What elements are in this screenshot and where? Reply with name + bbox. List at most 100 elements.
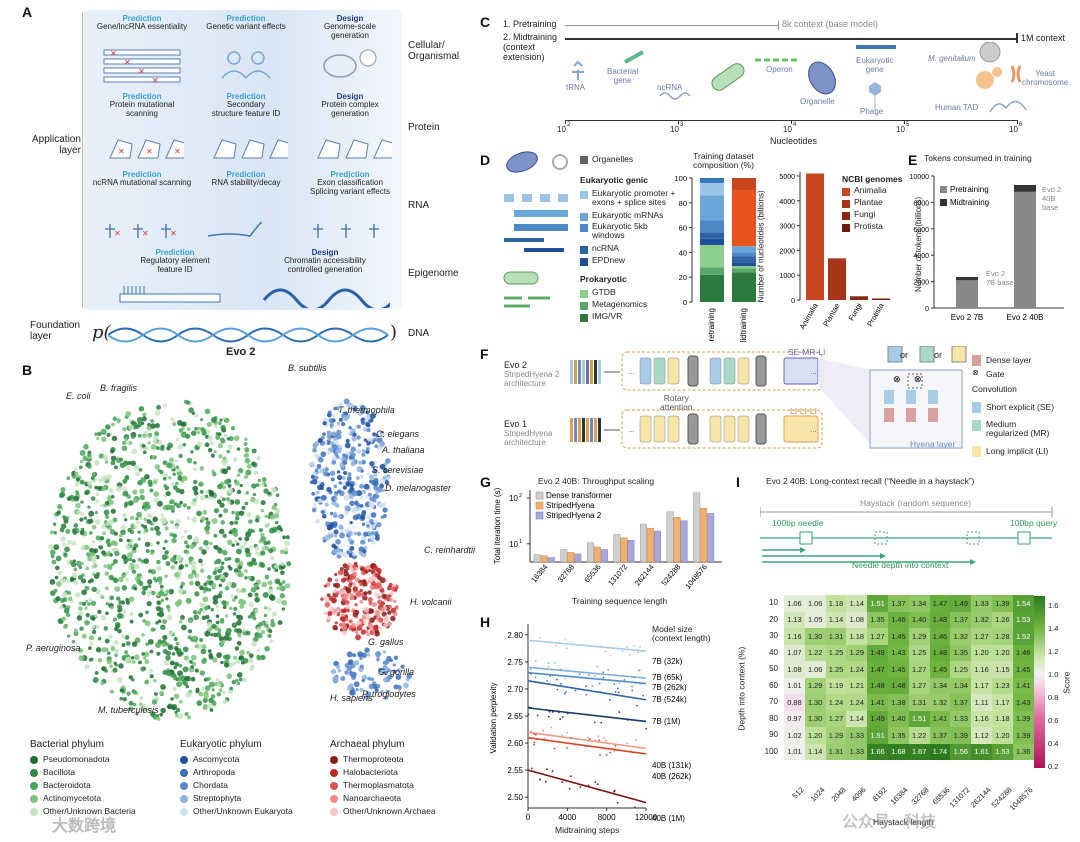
umap-point (283, 547, 289, 552)
legend-item: Ascomycota (180, 753, 293, 766)
legend-item: Bacillota (30, 766, 136, 779)
panel-label-f: F (480, 346, 489, 362)
umap-point (125, 411, 132, 417)
pretraining-label: 1. Pretraining (503, 19, 557, 29)
umap-point (406, 672, 413, 679)
umap-point (377, 595, 381, 599)
application-text: Gene/lncRNA essentiality (96, 22, 188, 31)
umap-point (79, 479, 85, 485)
metagenome-icon (504, 296, 550, 308)
heatmap-cell: 1.66 (867, 743, 888, 760)
umap-point (368, 568, 372, 573)
umap-point (152, 439, 158, 445)
umap-point (154, 692, 158, 696)
umap-point (136, 579, 142, 585)
umap-point (144, 473, 150, 480)
umap-point (311, 507, 317, 513)
umap-point (160, 707, 166, 714)
umap-point (346, 476, 352, 482)
umap-point (107, 495, 112, 499)
h-point (536, 714, 539, 717)
umap-point (96, 436, 100, 441)
umap-point (279, 549, 285, 555)
heatmap-cell: 1.32 (929, 694, 951, 711)
legend-swatch (30, 807, 38, 816)
umap-point (162, 472, 169, 479)
umap-point (87, 555, 93, 562)
cbar-tick: 0.6 (1048, 716, 1059, 726)
umap-point (125, 597, 129, 602)
umap-point (131, 641, 138, 647)
f-mr-swatch (972, 420, 985, 431)
h-point (631, 685, 634, 688)
legend-item: Thermoproteota (330, 753, 436, 766)
umap-point (204, 489, 209, 494)
umap-point (246, 512, 252, 518)
umap-point (331, 460, 337, 465)
heatmap-cell: 1.17 (971, 677, 992, 694)
heatmap-cell: 1.36 (1012, 743, 1034, 760)
heatmap-cell: 1.49 (867, 710, 888, 727)
umap-point (204, 630, 211, 637)
umap-point (179, 585, 184, 589)
c-item-ncrna: ncRNA (657, 83, 683, 92)
umap-point (87, 602, 91, 606)
umap-point (124, 650, 129, 655)
umap-point (111, 562, 115, 567)
umap-point (211, 582, 217, 588)
umap-point (144, 679, 149, 685)
umap-point (351, 490, 358, 497)
species-label: C. reinhardtii (424, 545, 476, 555)
umap-point (352, 582, 356, 586)
h-point (591, 684, 594, 687)
umap-point (109, 595, 115, 601)
application-icon (313, 224, 379, 238)
umap-point (212, 595, 219, 601)
heatmap-cell: 1.56 (950, 743, 972, 760)
or-2: or (934, 350, 943, 360)
umap-point (102, 531, 106, 536)
h-legend: 7B (262k) (652, 683, 687, 692)
umap-point (218, 454, 223, 459)
legend-label: Thermoplasmatota (343, 780, 414, 790)
heatmap-cell: 1.14 (846, 710, 868, 727)
umap-point (338, 524, 344, 530)
umap-point (234, 572, 239, 576)
umap-point (77, 510, 81, 514)
svg-text:✕: ✕ (146, 147, 153, 156)
umap-point (263, 613, 268, 618)
heatmap-cell: 1.48 (887, 677, 909, 694)
umap-point (321, 513, 327, 519)
comp-tick: 40 (679, 248, 687, 257)
umap-point (67, 596, 73, 601)
umap-point (162, 546, 166, 551)
umap-point (359, 582, 364, 587)
g-bar (666, 511, 674, 563)
umap-point (162, 619, 168, 625)
svg-text:...: ... (628, 425, 635, 434)
heatmap-cell: 1.34 (950, 677, 972, 694)
umap-point (182, 646, 189, 653)
umap-point (53, 544, 60, 551)
heatmap-cell: 1.74 (929, 743, 951, 760)
umap-point (190, 450, 194, 454)
umap-point (340, 676, 346, 681)
umap-point (247, 528, 253, 534)
umap-point (244, 536, 250, 542)
umap-point (169, 520, 174, 525)
umap-point (337, 590, 341, 595)
umap-point (274, 564, 279, 569)
heatmap-cell: 1.49 (950, 595, 972, 612)
heatmap-cell: 1.35 (950, 644, 972, 661)
legend-label: Chordata (193, 780, 228, 790)
umap-point (156, 576, 163, 583)
umap-point (124, 518, 128, 522)
h-point (564, 639, 567, 641)
umap-point (204, 494, 209, 499)
umap-point (160, 624, 166, 631)
umap-point (164, 550, 169, 555)
umap-point (216, 652, 223, 658)
umap-point (79, 530, 85, 535)
umap-point (270, 555, 275, 560)
umap-point (253, 499, 260, 505)
